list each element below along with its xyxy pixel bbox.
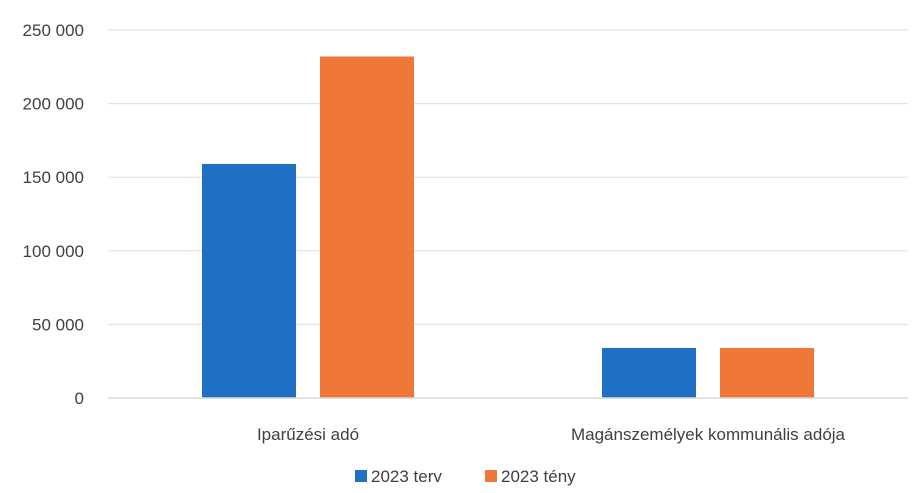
bar-2023-terv-1 — [602, 347, 696, 398]
bars — [202, 56, 814, 398]
legend-label: 2023 tény — [501, 467, 576, 486]
y-axis-ticks: 0 50 000 100 000 150 000 200 000 250 000 — [23, 21, 84, 408]
y-tick-label: 50 000 — [32, 315, 84, 334]
x-category-label: Iparűzési adó — [257, 425, 359, 444]
legend-label: 2023 terv — [371, 467, 442, 486]
x-axis-categories: Iparűzési adó Magánszemélyek kommunális a… — [257, 425, 846, 444]
bar-2023-tény-1 — [720, 347, 814, 398]
y-tick-label: 150 000 — [23, 168, 84, 187]
y-tick-label: 0 — [75, 389, 84, 408]
y-tick-label: 200 000 — [23, 95, 84, 114]
bar-2023-terv-0 — [202, 163, 296, 398]
y-tick-label: 250 000 — [23, 21, 84, 40]
x-category-label: Magánszemélyek kommunális adója — [571, 425, 846, 444]
legend: 2023 terv 2023 tény — [355, 467, 576, 486]
bar-2023-tény-0 — [320, 56, 414, 398]
legend-swatch — [485, 470, 497, 482]
y-tick-label: 100 000 — [23, 242, 84, 261]
legend-swatch — [355, 470, 367, 482]
